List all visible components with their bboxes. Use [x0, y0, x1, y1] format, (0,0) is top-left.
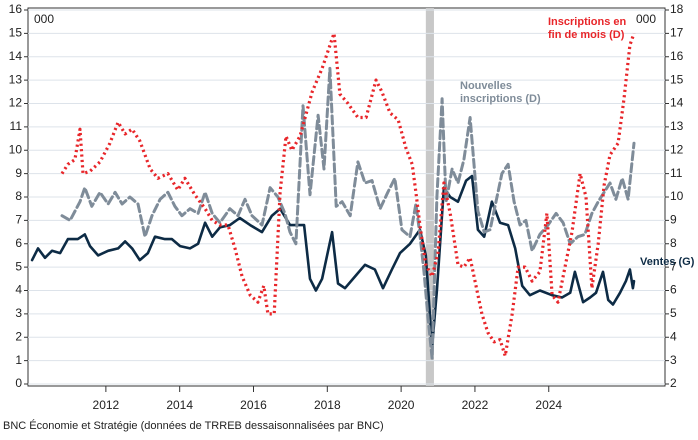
y2-tick-label: 2: [670, 376, 677, 390]
y2-tick-label: 5: [670, 306, 677, 320]
y2-tick-label: 17: [670, 26, 684, 40]
y-tick-label: 2: [15, 329, 22, 343]
series-line: [60, 66, 636, 360]
y2-tick-label: 16: [670, 49, 684, 63]
x-tick-label: 2014: [166, 398, 193, 412]
y2-tick-label: 6: [670, 283, 677, 297]
series-label: Ventes (G): [640, 256, 695, 268]
y-tick-label: 13: [9, 72, 23, 86]
y-tick-label: 7: [15, 213, 22, 227]
y2-tick-label: 7: [670, 259, 677, 273]
x-tick-label: 2022: [462, 398, 489, 412]
y-tick-label: 9: [15, 166, 22, 180]
y-unit: 000: [34, 12, 54, 26]
y-tick-label: 0: [15, 376, 22, 390]
y2-tick-label: 9: [670, 213, 677, 227]
y-tick-label: 14: [9, 49, 23, 63]
x-tick-label: 2018: [314, 398, 341, 412]
y2-tick-label: 12: [670, 142, 684, 156]
y-tick-label: 3: [15, 306, 22, 320]
x-tick-label: 2020: [388, 398, 415, 412]
y-tick-label: 15: [9, 26, 23, 40]
y2-unit: 000: [636, 12, 656, 26]
y2-tick-label: 4: [670, 329, 677, 343]
y2-tick-label: 18: [670, 2, 684, 16]
series-label: inscriptions (D): [460, 93, 541, 105]
y-tick-label: 16: [9, 2, 23, 16]
y-tick-label: 6: [15, 236, 22, 250]
series-line: [60, 31, 636, 358]
y-tick-label: 12: [9, 96, 23, 110]
y-tick-label: 11: [10, 119, 23, 133]
y2-tick-label: 13: [670, 119, 684, 133]
y-tick-label: 10: [9, 142, 23, 156]
series-label: Nouvelles: [460, 80, 512, 92]
y2-tick-label: 10: [670, 189, 684, 203]
y-tick-label: 5: [15, 259, 22, 273]
x-tick-label: 2016: [240, 398, 267, 412]
y2-tick-label: 15: [670, 72, 684, 86]
y-tick-label: 8: [15, 189, 22, 203]
y2-tick-label: 3: [670, 353, 677, 367]
x-tick-label: 2024: [535, 398, 562, 412]
y2-tick-label: 8: [670, 236, 677, 250]
y-tick-label: 1: [15, 353, 22, 367]
y2-tick-label: 14: [670, 96, 684, 110]
x-tick-label: 2012: [93, 398, 120, 412]
series-label: fin de mois (D): [548, 29, 625, 41]
y-tick-label: 4: [15, 283, 22, 297]
series-label: Inscriptions en: [548, 16, 627, 28]
y2-tick-label: 11: [670, 166, 683, 180]
caption: BNC Économie et Stratégie (données de TR…: [3, 419, 384, 432]
